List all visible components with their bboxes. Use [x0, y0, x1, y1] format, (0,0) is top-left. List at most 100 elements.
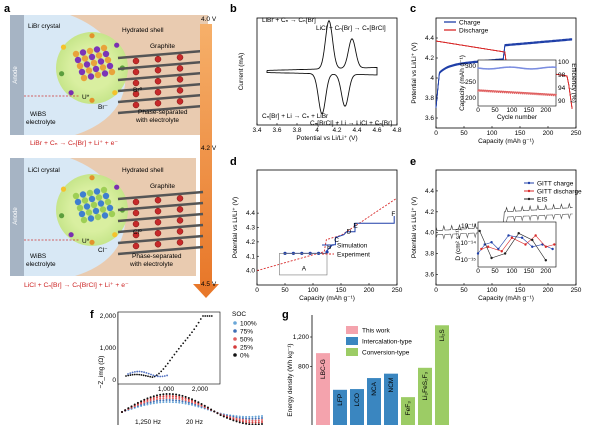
x-tick-label: 100	[487, 130, 498, 137]
y-tick-label: 4.4	[246, 210, 255, 217]
nyquist-point-100pct	[165, 401, 168, 404]
intercalated-halogen	[176, 54, 184, 61]
crystal-atom	[97, 58, 105, 65]
arrow-shaft	[200, 24, 212, 284]
plot-frame	[256, 17, 398, 126]
intercalated-halogen	[154, 229, 162, 237]
nyquist-point-50pct	[146, 400, 149, 403]
reaction-top: LiBr + Cₙ → Cₙ[Br] + Li⁺ + e⁻	[30, 140, 118, 147]
nyquist-point-50pct	[156, 398, 158, 401]
phase-label-4: with electrolyte	[129, 261, 173, 268]
shell-label-2: Hydrated shell	[122, 167, 164, 174]
nyquist-point-25pct	[261, 421, 263, 423]
y-tick-label: 3.6	[425, 272, 434, 279]
inset-point-f	[206, 315, 209, 317]
graphite-layers	[117, 49, 204, 115]
inset-point-f	[193, 328, 196, 331]
crystal-atom	[101, 70, 109, 77]
bar-6	[418, 367, 432, 425]
intercalated-halogen	[132, 90, 140, 98]
eis-inset-point	[544, 259, 548, 262]
nyquist-point-25pct	[149, 397, 152, 400]
crystal-atom	[99, 206, 107, 213]
inset-point-f-blue	[143, 371, 146, 374]
legend-marker-e	[527, 181, 531, 185]
inset-point-f	[160, 370, 163, 373]
chart-f: −Z_img (Ω) 0 1,000 2,000 1,000 2,000 SOC 100%75…	[98, 311, 263, 425]
panel-label-f: f	[90, 309, 94, 321]
gitt-discharge-inset-point	[500, 250, 503, 253]
intercalated-halogen	[132, 68, 140, 76]
graphite-sheet	[117, 82, 204, 93]
x-tick-label: 50	[281, 287, 289, 294]
inset-x-tick: 50	[491, 107, 499, 114]
inset-x-tick-f: 1,000	[158, 386, 175, 393]
intercalated-halogen	[132, 101, 140, 109]
intercalated-halogen	[176, 228, 184, 235]
inset-point-f-blue	[152, 374, 155, 377]
cv-curve	[266, 19, 378, 115]
panel-label-d: d	[230, 156, 237, 168]
nyquist-point-0pct	[168, 393, 171, 396]
nyquist-point-0pct	[149, 396, 152, 399]
legend-label-e: EIS	[537, 197, 548, 204]
inset-point-f-blue	[129, 372, 132, 375]
inset-y-tick-right: 98	[558, 72, 566, 79]
intercalated-halogen	[176, 98, 184, 105]
nyquist-point-100pct	[241, 415, 244, 418]
x-tick-label: 0	[434, 287, 438, 294]
nyquist-point-100pct	[152, 402, 155, 405]
bar-1	[333, 389, 347, 425]
graphite-sheet	[117, 190, 204, 201]
crystal-atom	[83, 61, 91, 68]
inset-x-tick-e: 200	[540, 268, 551, 275]
nyquist-point-75pct	[257, 417, 260, 420]
nyquist-point-50pct	[175, 397, 178, 400]
x-tick-label: 50	[460, 287, 468, 294]
voltage-4-5: 4.5 V	[201, 281, 217, 288]
inset-point-f	[166, 362, 169, 365]
nyquist-point-75pct	[165, 399, 168, 402]
bar-label-6: Li₂FeS₂F₃	[422, 371, 429, 400]
inset-point-f	[151, 376, 154, 379]
electrolyte-label-3: WiBS	[30, 253, 47, 260]
nyquist-point-25pct	[187, 398, 190, 401]
nyquist-point-75pct	[184, 400, 187, 403]
bar-7	[435, 325, 449, 425]
y-tick-label-g: 800	[298, 363, 309, 370]
crystal-atom	[76, 204, 84, 212]
inset-point-f	[140, 374, 143, 376]
inset-point-f	[195, 325, 198, 327]
intercalated-halogen	[154, 88, 162, 96]
nyquist-point-100pct	[251, 415, 254, 418]
bar-3	[367, 378, 381, 425]
chart-d: 0 50 100 150 200 250 4.0 4.1 4.2 4.3 4.4 Capacity (…	[232, 169, 403, 302]
nyquist-point-25pct	[175, 395, 178, 398]
legend-label-e: GITT charge	[537, 181, 574, 188]
crystal-atom	[79, 191, 87, 198]
nyquist-point-100pct	[184, 402, 187, 405]
solvated-ion	[68, 232, 74, 238]
gitt-charge-inset-point	[497, 247, 500, 251]
solvated-ion	[112, 232, 118, 238]
nyquist-point-75pct	[146, 401, 149, 404]
nyquist-point-100pct	[171, 401, 174, 404]
nyquist-point-50pct	[162, 397, 165, 400]
eis-inset-line	[479, 230, 547, 261]
x-tick-label: 50	[460, 130, 468, 137]
inset-point-f	[208, 315, 211, 317]
crystal-atom	[93, 46, 101, 53]
legend-label-simulation: Simulation	[337, 243, 368, 250]
plot-frame	[435, 17, 577, 129]
y-tick-label: 3.8	[425, 95, 434, 102]
chart-b: 3.4 3.6 3.8 4 4.2 4.4 4.6 4.8 Potential vs Li/Li…	[238, 17, 402, 142]
nyquist-point-25pct	[168, 395, 171, 398]
x-tick-label: 3.8	[292, 127, 301, 134]
nyquist-point-50pct	[149, 399, 152, 402]
inset-point-f	[162, 368, 165, 370]
y-tick-label: 4.3	[246, 225, 255, 232]
halide-label-2: Cl⁻	[98, 247, 108, 254]
point-label-f: F	[391, 211, 395, 218]
nyquist-point-0pct	[219, 414, 222, 417]
nyquist-point-0pct	[165, 393, 168, 396]
